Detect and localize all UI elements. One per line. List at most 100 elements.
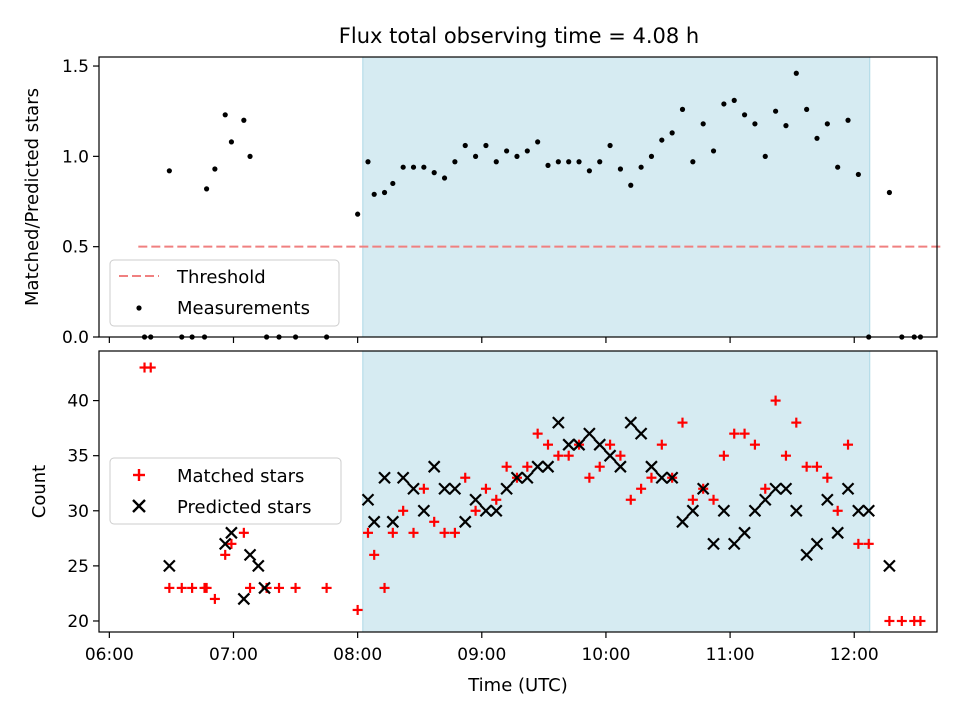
measurement-point (247, 153, 253, 159)
measurement-point (222, 112, 228, 118)
matched-star-point (429, 516, 440, 527)
matched-star-point (625, 494, 636, 505)
predicted-star-point (593, 438, 607, 451)
count-y-tick-label: 35 (67, 447, 89, 467)
ratio-plot-frame (98, 56, 938, 338)
ratio-y-ticks: 0.0 0.5 1.0 1.5 (62, 57, 99, 348)
threshold-legend-label: Threshold (176, 267, 266, 288)
measurement-point (617, 166, 624, 172)
predicted-star-point (758, 493, 772, 507)
measurement-point (410, 164, 417, 170)
count-legend-box (109, 457, 342, 525)
measurement-point (700, 121, 706, 127)
matched-star-point (352, 604, 363, 615)
matched-star-point (605, 439, 616, 450)
measurement-point (483, 142, 489, 149)
matched-star-point (398, 505, 409, 516)
matched-star-point (245, 582, 256, 593)
matched-star-point (729, 428, 740, 439)
matched-star-point (739, 428, 750, 439)
measurement-point (545, 162, 551, 168)
predicted-star-point (572, 438, 586, 451)
predicted-star-point (541, 460, 555, 473)
measurement-point (731, 97, 737, 103)
matched-star-point (822, 472, 833, 483)
matched-star-point (615, 450, 626, 461)
predicted-star-point (686, 504, 700, 518)
matched-star-point (226, 538, 237, 549)
predicted-star-point (665, 471, 679, 485)
predicted-star-point (862, 504, 875, 518)
matched-star-point (532, 428, 543, 439)
measurement-point (814, 135, 820, 141)
predicted-star-point (717, 504, 731, 518)
matched-star-point (594, 461, 605, 472)
measurement-point (824, 121, 830, 127)
matched-star-point (884, 615, 895, 626)
count-legend: Matched stars Predicted stars (109, 457, 342, 525)
measurement-point (400, 164, 406, 170)
predicted-star-point (225, 526, 238, 540)
matched-star-point (387, 527, 398, 538)
matched-star-point (209, 593, 220, 604)
predicted-star-point (448, 482, 462, 496)
matched-star-point (449, 527, 460, 538)
measurement-point (504, 148, 510, 154)
matched-legend-swatch (133, 469, 145, 481)
measurement-point (845, 117, 851, 123)
matched-star-point (563, 450, 574, 461)
matched-star-point (145, 362, 156, 373)
measurement-point (431, 170, 437, 176)
ratio-legend-box (109, 259, 340, 327)
measurement-point (721, 101, 727, 107)
predicted-legend-label: Predicted stars (177, 497, 311, 518)
predicted-star-point (510, 471, 524, 485)
chart-title: Flux total observing time = 4.08 h (339, 24, 699, 48)
measurement-point (355, 211, 361, 217)
predicted-star-point (479, 504, 493, 518)
measurements-series (141, 70, 924, 340)
ratio-panel: 0.0 0.5 1.0 1.5 Matched/Predicted stars Thr… (22, 56, 942, 348)
matched-star-point (164, 582, 175, 593)
predicted-star-point (883, 559, 896, 573)
matched-star-point (718, 450, 729, 461)
x-tick-label: 12:00 (830, 645, 879, 665)
matched-legend-label: Matched stars (177, 466, 304, 487)
predicted-star-point (427, 460, 441, 473)
predicted-star-point (727, 537, 741, 551)
matched-star-point (863, 538, 874, 549)
predicted-star-point (552, 416, 565, 429)
measurement-point (597, 159, 603, 165)
matched-star-point (290, 582, 301, 593)
matched-star-point (656, 439, 667, 450)
matched-star-point (770, 395, 781, 406)
measurement-point (555, 159, 561, 165)
measurement-point (441, 175, 448, 181)
predicted-star-point (841, 482, 855, 496)
predicted-legend-swatch (132, 499, 146, 513)
measurement-point (752, 121, 758, 127)
predicted-star-point (252, 559, 265, 573)
predicted-star-point (583, 427, 596, 440)
matched-star-point (238, 527, 249, 538)
count-y-tick-label: 30 (67, 502, 89, 522)
matched-star-point (501, 461, 512, 472)
matched-star-point (379, 582, 390, 593)
x-tick-label: 10:00 (581, 645, 630, 665)
measurement-point (493, 159, 499, 165)
measurement-point (524, 148, 530, 154)
matched-star-point (760, 483, 771, 494)
measurement-point (166, 168, 172, 174)
predicted-star-point (469, 493, 482, 507)
measurement-point (228, 139, 235, 145)
predicted-star-point (696, 482, 710, 496)
predicted-star-point (779, 482, 793, 496)
matched-star-point (687, 494, 698, 505)
measurement-point (710, 148, 717, 154)
measurement-point (741, 112, 748, 118)
measurement-point (679, 106, 686, 112)
predicted-star-point (361, 493, 375, 507)
matched-star-point (187, 582, 198, 593)
matched-star-point (176, 582, 187, 593)
